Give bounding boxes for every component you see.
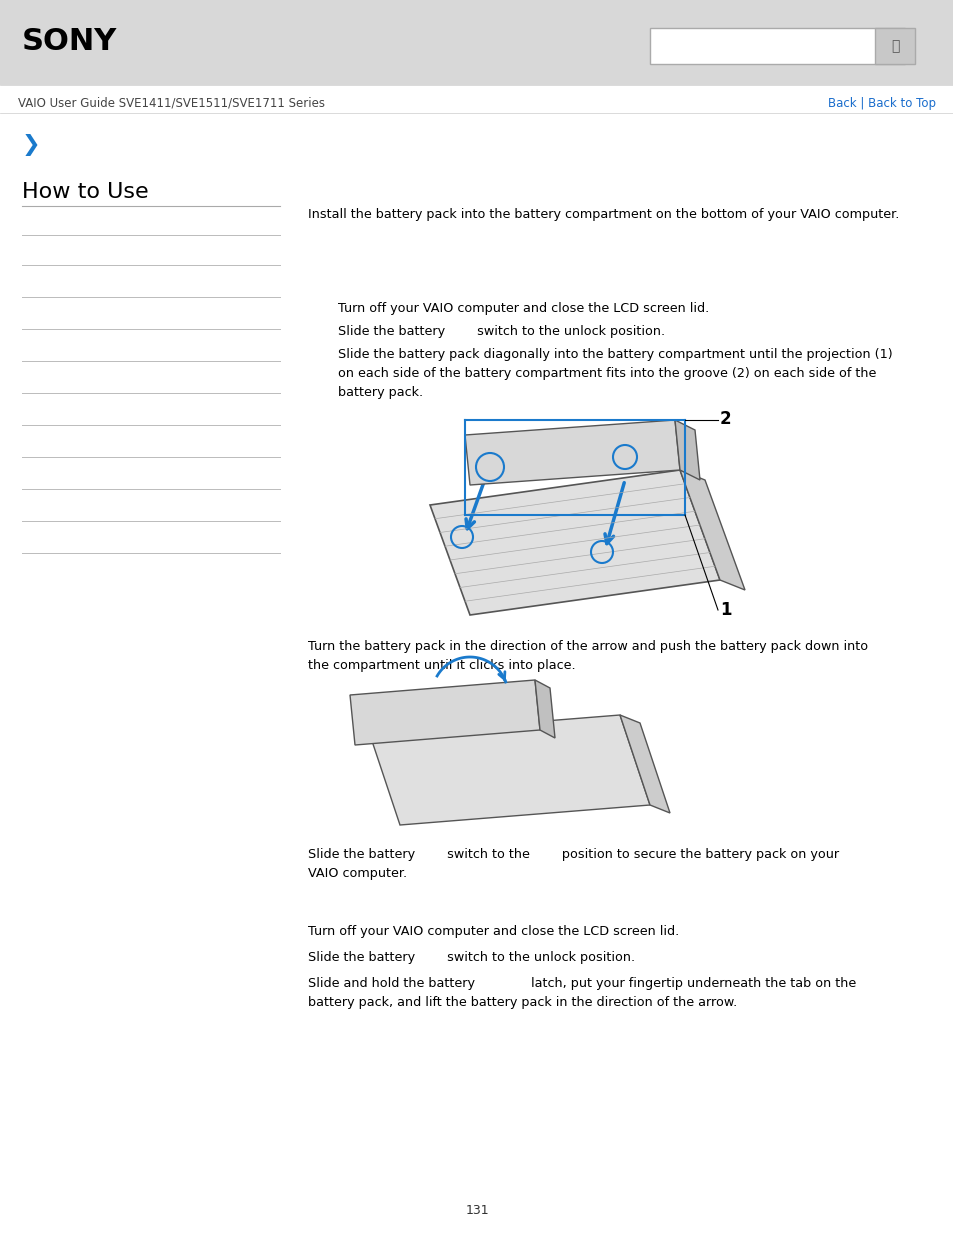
Bar	[874, 28, 914, 64]
Polygon shape	[464, 420, 679, 485]
Text: Install the battery pack into the battery compartment on the bottom of your VAIO: Install the battery pack into the batter…	[308, 207, 899, 221]
Text: VAIO computer.: VAIO computer.	[308, 867, 407, 881]
Text: Turn off your VAIO computer and close the LCD screen lid.: Turn off your VAIO computer and close th…	[308, 925, 679, 939]
Polygon shape	[430, 471, 720, 615]
Text: Slide the battery        switch to the unlock position.: Slide the battery switch to the unlock p…	[337, 325, 664, 338]
Text: SONY: SONY	[22, 27, 117, 57]
Text: battery pack.: battery pack.	[337, 387, 423, 399]
Polygon shape	[350, 680, 539, 745]
Text: Slide the battery pack diagonally into the battery compartment until the project: Slide the battery pack diagonally into t…	[337, 348, 892, 361]
Text: 2: 2	[720, 410, 731, 429]
Text: Back | Back to Top: Back | Back to Top	[827, 96, 935, 110]
Text: battery pack, and lift the battery pack in the direction of the arrow.: battery pack, and lift the battery pack …	[308, 995, 737, 1009]
Text: on each side of the battery compartment fits into the groove (2) on each side of: on each side of the battery compartment …	[337, 367, 876, 380]
Text: Slide and hold the battery              latch, put your fingertip underneath the: Slide and hold the battery latch, put yo…	[308, 977, 856, 990]
Text: 🔍: 🔍	[890, 40, 899, 53]
Text: 1: 1	[720, 601, 731, 619]
Bar	[0, 0, 953, 85]
Text: Turn the battery pack in the direction of the arrow and push the battery pack do: Turn the battery pack in the direction o…	[308, 640, 867, 653]
Text: ❯: ❯	[22, 135, 41, 156]
Polygon shape	[679, 471, 744, 590]
Text: How to Use: How to Use	[22, 182, 149, 203]
Text: VAIO User Guide SVE1411/SVE1511/SVE1711 Series: VAIO User Guide SVE1411/SVE1511/SVE1711 …	[18, 96, 325, 110]
Text: the compartment until it clicks into place.: the compartment until it clicks into pla…	[308, 659, 575, 672]
Text: Turn off your VAIO computer and close the LCD screen lid.: Turn off your VAIO computer and close th…	[337, 303, 708, 315]
Polygon shape	[535, 680, 555, 739]
Polygon shape	[370, 715, 649, 825]
Polygon shape	[619, 715, 669, 813]
Polygon shape	[675, 420, 700, 480]
Text: 131: 131	[465, 1203, 488, 1216]
Bar	[649, 28, 904, 64]
Text: Slide the battery        switch to the        position to secure the battery pac: Slide the battery switch to the position…	[308, 848, 839, 861]
Text: Slide the battery        switch to the unlock position.: Slide the battery switch to the unlock p…	[308, 951, 635, 965]
